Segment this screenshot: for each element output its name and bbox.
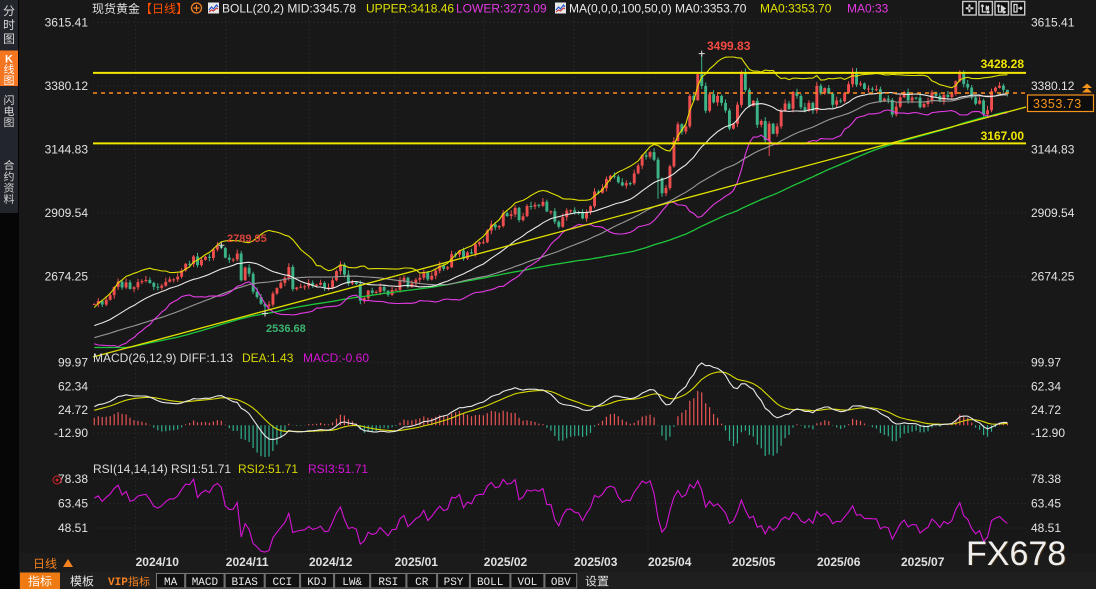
svg-text:MACD(26,12,9) DIFF:1.13: MACD(26,12,9) DIFF:1.13: [93, 351, 233, 365]
svg-text:MA(0,0,0,100,50,0) MA0:3353.70: MA(0,0,0,100,50,0) MA0:3353.70: [569, 2, 747, 16]
svg-text:63.45: 63.45: [58, 497, 88, 511]
svg-text:PSY: PSY: [444, 577, 464, 589]
svg-text:99.97: 99.97: [58, 356, 88, 370]
svg-text:OBV: OBV: [551, 577, 571, 589]
svg-text:UPPER:3418.46: UPPER:3418.46: [366, 2, 454, 16]
svg-text:KDJ: KDJ: [307, 577, 327, 589]
svg-text:3144.83: 3144.83: [1031, 142, 1075, 156]
svg-text:3615.41: 3615.41: [45, 15, 89, 29]
svg-text:62.34: 62.34: [1031, 379, 1061, 393]
svg-text:2024/12: 2024/12: [309, 555, 353, 569]
svg-text:2024/10: 2024/10: [136, 555, 180, 569]
svg-text:MA: MA: [164, 577, 178, 589]
svg-text:BOLL(20,2) MID:3345.78: BOLL(20,2) MID:3345.78: [222, 2, 356, 16]
svg-text:2789.95: 2789.95: [227, 233, 267, 245]
svg-text:-12.90: -12.90: [54, 426, 88, 440]
svg-text:78.38: 78.38: [58, 472, 88, 486]
svg-text:3167.00: 3167.00: [981, 129, 1025, 143]
svg-text:2909.54: 2909.54: [45, 206, 89, 220]
svg-text:2025/01: 2025/01: [395, 555, 439, 569]
svg-text:48.51: 48.51: [1031, 521, 1061, 535]
svg-text:3380.12: 3380.12: [1031, 79, 1075, 93]
svg-text:RSI3:51.71: RSI3:51.71: [308, 462, 368, 476]
svg-text:2909.54: 2909.54: [1031, 206, 1075, 220]
svg-text:RSI: RSI: [378, 577, 398, 589]
svg-text:FX678: FX678: [967, 536, 1067, 574]
svg-text:3144.83: 3144.83: [45, 142, 89, 156]
svg-text:BOLL: BOLL: [477, 577, 503, 589]
svg-text:FX678: FX678: [966, 535, 1066, 573]
svg-text:2536.68: 2536.68: [266, 323, 306, 335]
svg-text:LOWER:3273.09: LOWER:3273.09: [456, 2, 547, 16]
svg-text:MA0:3353.70: MA0:3353.70: [760, 2, 832, 16]
svg-text:VIP: VIP: [108, 577, 128, 589]
svg-text:2025/04: 2025/04: [648, 555, 692, 569]
svg-text:24.72: 24.72: [58, 403, 88, 417]
svg-text:2674.25: 2674.25: [45, 269, 89, 283]
svg-text:RSI(14,14,14) RSI1:51.71: RSI(14,14,14) RSI1:51.71: [93, 462, 231, 476]
svg-text:48.51: 48.51: [58, 521, 88, 535]
svg-text:2025/05: 2025/05: [732, 555, 776, 569]
svg-text:63.45: 63.45: [1031, 497, 1061, 511]
svg-text:2025/07: 2025/07: [901, 555, 945, 569]
svg-text:3499.83: 3499.83: [707, 39, 751, 53]
svg-text:2025/06: 2025/06: [817, 555, 861, 569]
svg-text:62.34: 62.34: [58, 379, 88, 393]
svg-text:K: K: [5, 54, 13, 66]
svg-text:RSI2:51.71: RSI2:51.71: [238, 462, 298, 476]
svg-text:78.38: 78.38: [1031, 472, 1061, 486]
svg-text:BIAS: BIAS: [231, 577, 258, 589]
svg-text:MACD:-0.60: MACD:-0.60: [303, 351, 369, 365]
svg-text:LW&: LW&: [342, 577, 362, 589]
svg-text:CR: CR: [415, 577, 429, 589]
svg-text:-12.90: -12.90: [1031, 426, 1065, 440]
svg-text:24.72: 24.72: [1031, 403, 1061, 417]
svg-text:MACD: MACD: [192, 577, 219, 589]
svg-text:3428.28: 3428.28: [981, 57, 1025, 71]
svg-text:99.97: 99.97: [1031, 356, 1061, 370]
svg-text:2025/03: 2025/03: [574, 555, 618, 569]
svg-text:3380.12: 3380.12: [45, 79, 89, 93]
svg-text:MA0:33: MA0:33: [847, 2, 889, 16]
svg-text:3353.73: 3353.73: [1033, 97, 1082, 111]
svg-text:2024/11: 2024/11: [226, 555, 269, 569]
svg-text:2674.25: 2674.25: [1031, 269, 1075, 283]
svg-text:DEA:1.43: DEA:1.43: [242, 351, 294, 365]
svg-text:VOL: VOL: [517, 577, 537, 589]
svg-text:CCI: CCI: [272, 577, 292, 589]
svg-text:2025/02: 2025/02: [484, 555, 528, 569]
svg-text:3615.41: 3615.41: [1031, 15, 1075, 29]
